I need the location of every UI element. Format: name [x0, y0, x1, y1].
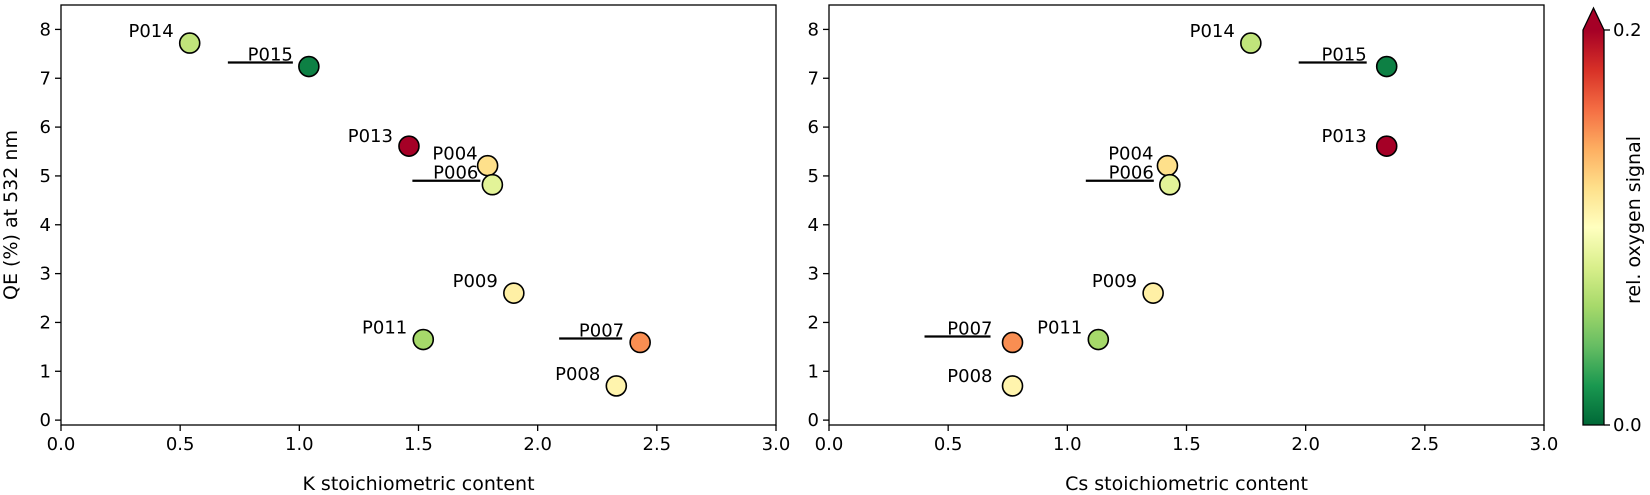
- left-x-tick-label: 0.0: [47, 434, 76, 455]
- left-point-p014: [178, 32, 201, 54]
- left-x-tick-label: 0.5: [166, 434, 195, 455]
- left-y-tick-label: 7: [40, 68, 51, 89]
- right-y-tick-label: 6: [808, 117, 819, 138]
- right-point-p009: [1142, 282, 1164, 304]
- left-point-p008: [605, 375, 628, 397]
- right-y-tick-label: 5: [808, 166, 819, 187]
- left-point-label-p004: P004: [432, 144, 477, 165]
- right-x-tick-label: 3.0: [1530, 434, 1559, 455]
- left-y-tick-label: 0: [40, 410, 51, 431]
- left-point-label-p013: P013: [348, 126, 393, 147]
- left-point-p004: [476, 154, 499, 177]
- right-y-tick-label: 8: [808, 19, 819, 40]
- right-scatter-panel: 0.0 0.5 1.0 1.5 2.0 2.5 3.0 0 1 2 3 4 5 6 7 8 P014 P015 P0…: [808, 4, 1559, 495]
- left-point-label-p006: P006: [433, 163, 478, 184]
- left-x-tick-label: 1.0: [285, 434, 314, 455]
- right-plot-frame: [828, 4, 1545, 426]
- right-point-p006: [1159, 173, 1181, 196]
- colorbar-label: rel. oxygen signal: [1623, 136, 1645, 304]
- right-y-tick-label: 0: [808, 410, 819, 431]
- colorbar-extend-max-triangle: [1583, 8, 1604, 30]
- right-y-tick-label: 3: [808, 264, 819, 285]
- left-scatter-panel: 0.0 0.5 1.0 1.5 2.0 2.5 3.0 0 1 2 3 4 5 6 7 8 P014 P015 P0…: [0, 4, 791, 495]
- left-x-tick-label: 1.5: [404, 434, 433, 455]
- right-x-tick-label: 0.0: [815, 434, 844, 455]
- left-point-label-p014: P014: [128, 21, 173, 42]
- left-point-label-p009: P009: [453, 271, 498, 292]
- right-point-p011: [1087, 328, 1110, 351]
- left-point-p007: [629, 331, 651, 354]
- right-point-p007: [1001, 331, 1024, 354]
- left-point-p011: [412, 328, 435, 351]
- right-point-label-p014: P014: [1190, 21, 1235, 42]
- left-plot-frame: [60, 4, 777, 426]
- right-point-label-p013: P013: [1321, 126, 1366, 147]
- left-y-tick-label: 3: [40, 264, 51, 285]
- left-point-p006: [481, 173, 504, 196]
- right-point-label-p006: P006: [1109, 163, 1154, 184]
- right-point-label-p004: P004: [1108, 144, 1153, 165]
- colorbar-tick-label-max: 0.2: [1613, 20, 1642, 41]
- left-point-label-p015: P015: [248, 45, 293, 66]
- right-x-axis-label: Cs stoichiometric content: [1065, 473, 1308, 495]
- colorbar-tick-label-min: 0.0: [1613, 415, 1642, 436]
- right-point-p013: [1375, 135, 1398, 157]
- right-point-label-p008: P008: [947, 366, 992, 387]
- right-x-tick-label: 1.0: [1053, 434, 1082, 455]
- right-y-tick-label: 7: [808, 68, 819, 89]
- right-y-tick-label: 1: [808, 361, 819, 382]
- right-point-p004: [1156, 154, 1179, 177]
- right-point-label-p009: P009: [1092, 271, 1137, 292]
- left-y-axis-label: QE (%) at 532 nm: [0, 130, 22, 300]
- right-x-tick-label: 0.5: [934, 434, 963, 455]
- left-point-label-p011: P011: [362, 318, 407, 339]
- right-y-tick-label: 2: [808, 312, 819, 333]
- left-x-tick-label: 2.0: [523, 434, 552, 455]
- colorbar-outline: [1582, 6, 1605, 426]
- left-point-p009: [503, 282, 525, 304]
- left-y-tick-label: 6: [40, 117, 51, 138]
- right-point-p015: [1375, 55, 1398, 78]
- right-x-tick-label: 2.0: [1291, 434, 1320, 455]
- left-point-p013: [398, 135, 420, 157]
- left-x-tick-label: 2.5: [643, 434, 672, 455]
- left-point-p015: [298, 55, 320, 78]
- right-x-tick-label: 1.5: [1172, 434, 1201, 455]
- colorbar: 0.2 0.0 rel. oxygen signal: [1582, 6, 1645, 436]
- left-x-axis-label: K stoichiometric content: [302, 473, 534, 495]
- left-y-tick-label: 5: [40, 166, 51, 187]
- left-y-tick-label: 4: [40, 215, 51, 236]
- right-point-label-p011: P011: [1037, 318, 1082, 339]
- right-point-p014: [1240, 32, 1262, 54]
- left-y-tick-label: 2: [40, 312, 51, 333]
- left-x-tick-label: 3.0: [762, 434, 791, 455]
- right-point-label-p015: P015: [1321, 45, 1366, 66]
- colorbar-gradient: [1583, 30, 1604, 425]
- left-y-tick-label: 1: [40, 361, 51, 382]
- left-point-label-p008: P008: [555, 364, 600, 385]
- right-point-p008: [1001, 375, 1024, 397]
- left-y-tick-label: 8: [40, 19, 51, 40]
- left-point-label-p007: P007: [579, 320, 624, 341]
- right-y-tick-label: 4: [808, 215, 819, 236]
- right-point-label-p007: P007: [947, 318, 992, 339]
- right-x-tick-label: 2.5: [1411, 434, 1440, 455]
